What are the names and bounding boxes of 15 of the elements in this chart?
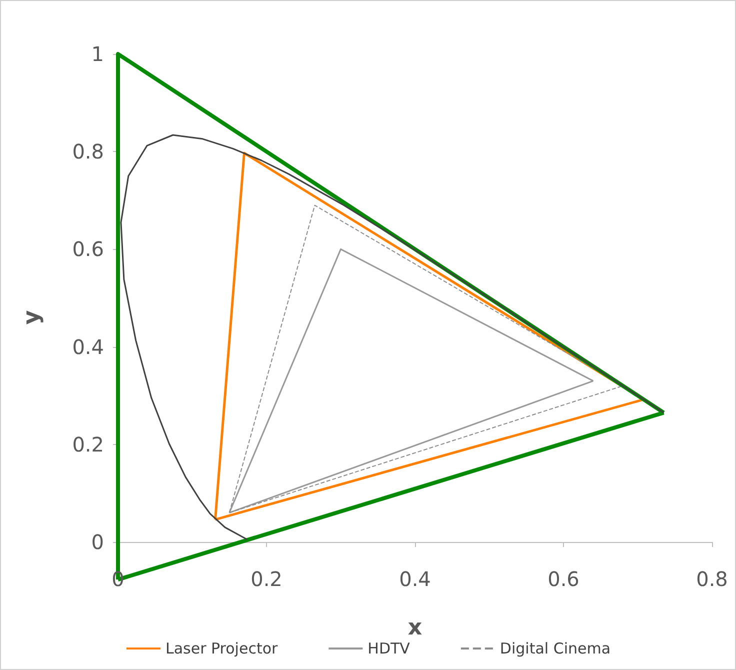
y-tick-label: 0.6 <box>72 237 104 262</box>
legend-label: Laser Projector <box>165 640 279 658</box>
y-tick-label: 0.2 <box>72 432 104 456</box>
y-tick-label: 0.8 <box>72 140 104 164</box>
y-axis-title: y <box>20 310 44 325</box>
legend-label: Digital Cinema <box>500 640 611 658</box>
x-axis-title: x <box>408 616 422 640</box>
y-tick-label: 1 <box>91 42 104 66</box>
x-tick-label: 0.8 <box>696 567 728 591</box>
legend-label: HDTV <box>368 640 411 658</box>
x-tick-label: 0.6 <box>548 567 580 591</box>
y-tick-label: 0 <box>91 530 104 554</box>
x-tick-label: 0.4 <box>399 567 431 591</box>
y-tick-label: 0.4 <box>72 334 104 359</box>
x-tick-label: 0.2 <box>250 567 282 591</box>
